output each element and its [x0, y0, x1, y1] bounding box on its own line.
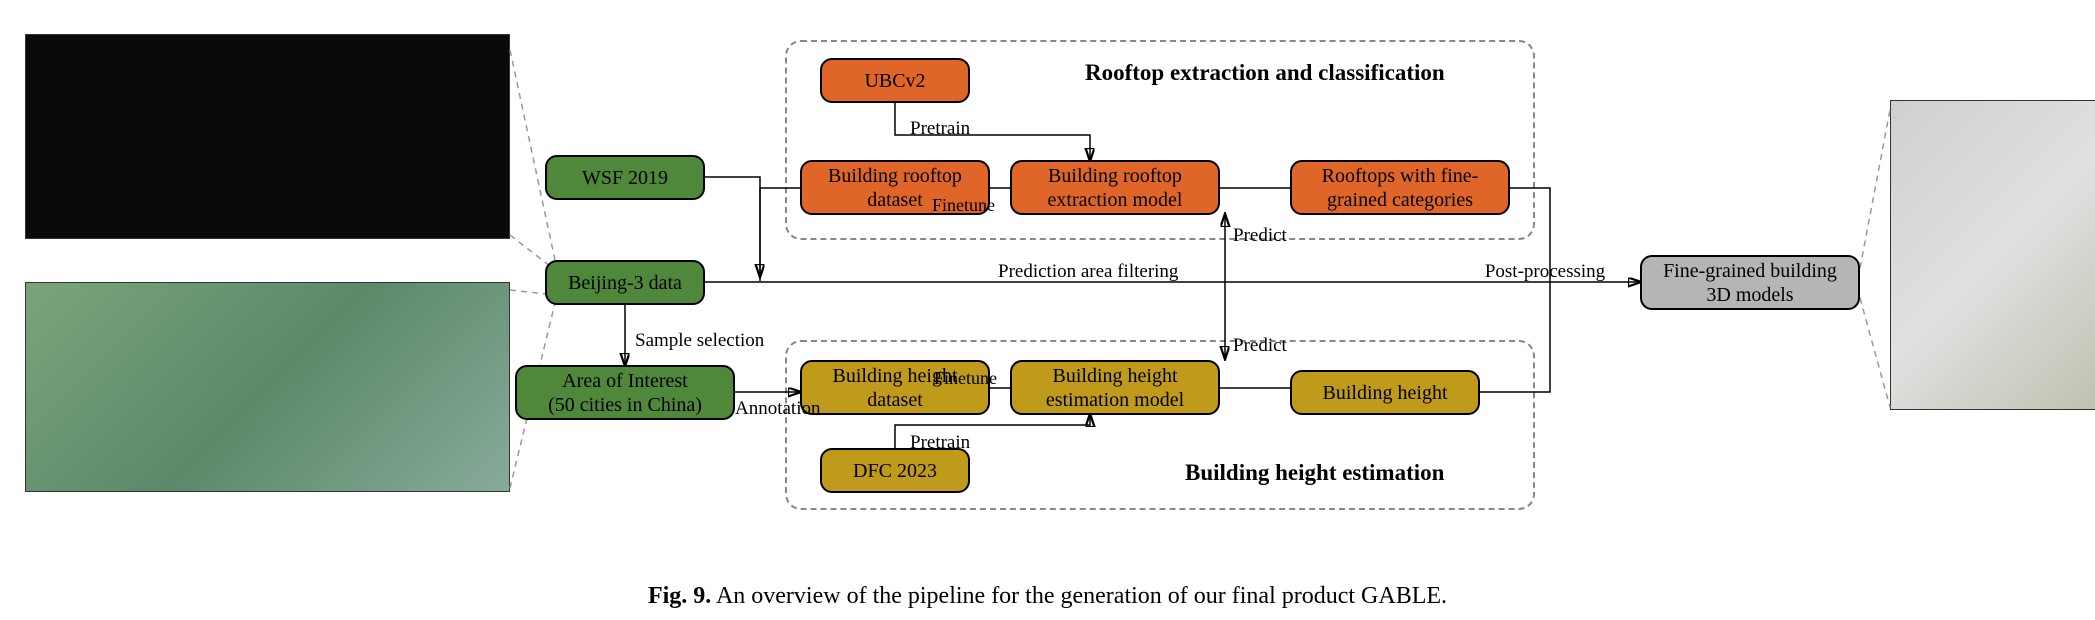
node-height-model: Building height estimation model — [1010, 360, 1220, 415]
node-final: Fine-grained building 3D models — [1640, 255, 1860, 310]
label-postproc: Post-processing — [1485, 261, 1605, 283]
caption-rest: An overview of the pipeline for the gene… — [711, 583, 1447, 609]
node-dfc: DFC 2023 — [820, 448, 970, 493]
node-beijing: Beijing-3 data — [545, 260, 705, 305]
label-predict2: Predict — [1233, 335, 1287, 357]
label-finetune2: Finetune — [934, 368, 997, 389]
pipeline-diagram: Rooftop extraction and classification Bu… — [10, 10, 2095, 571]
node-label: Rooftops with fine- grained categories — [1322, 164, 1479, 212]
node-label: Building height estimation model — [1046, 364, 1184, 412]
satellite-image-green — [25, 282, 510, 492]
node-label: Area of Interest (50 cities in China) — [548, 369, 702, 417]
node-rooftop-model: Building rooftop extraction model — [1010, 160, 1220, 215]
label-finetune1: Finetune — [932, 195, 995, 216]
label-pretrain1: Pretrain — [910, 118, 970, 140]
label-pretrain2: Pretrain — [910, 432, 970, 454]
label-sample-sel: Sample selection — [635, 330, 764, 352]
label-annotation: Annotation — [735, 398, 821, 420]
node-rooftops-out: Rooftops with fine- grained categories — [1290, 160, 1510, 215]
node-ubc: UBCv2 — [820, 58, 970, 103]
figure-caption: Fig. 9. An overview of the pipeline for … — [10, 583, 2085, 610]
label-pred-filter: Prediction area filtering — [998, 261, 1178, 283]
node-label: WSF 2019 — [582, 166, 668, 190]
caption-bold: Fig. 9. — [648, 583, 711, 609]
node-label: Beijing-3 data — [568, 271, 682, 295]
label-predict1: Predict — [1233, 225, 1287, 247]
satellite-image-dark — [25, 34, 510, 239]
node-label: UBCv2 — [864, 69, 925, 93]
height-title: Building height estimation — [1185, 460, 1444, 486]
node-label: Fine-grained building 3D models — [1663, 259, 1837, 307]
node-height-out: Building height — [1290, 370, 1480, 415]
node-aoi: Area of Interest (50 cities in China) — [515, 365, 735, 420]
rooftop-title: Rooftop extraction and classification — [1085, 60, 1445, 86]
node-wsf: WSF 2019 — [545, 155, 705, 200]
node-label: Building height — [1323, 381, 1448, 405]
output-3d-model-image — [1890, 100, 2095, 410]
node-label: DFC 2023 — [853, 459, 937, 483]
node-label: Building rooftop extraction model — [1048, 164, 1183, 212]
